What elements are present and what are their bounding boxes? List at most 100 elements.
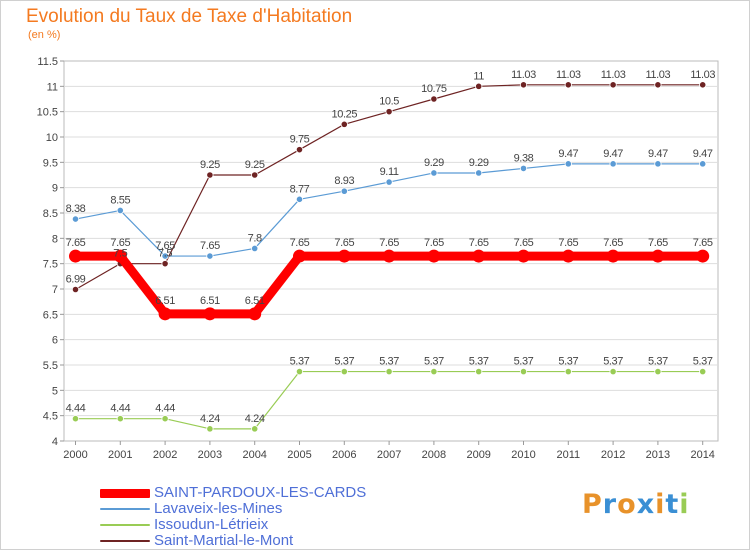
data-point-saint-martial — [654, 81, 662, 89]
data-point-saint-martial — [609, 81, 617, 89]
data-point-lavaveix — [116, 206, 124, 215]
data-label-saint-martial: 7.5 — [158, 248, 172, 260]
data-label-issoudun: 4.24 — [200, 413, 220, 425]
data-label-saint-martial: 6.99 — [66, 274, 86, 286]
data-label-saint-pardoux: 6.51 — [245, 295, 265, 307]
data-point-lavaveix — [519, 164, 528, 173]
data-label-issoudun: 5.37 — [290, 356, 310, 368]
x-tick-label: 2013 — [646, 449, 670, 461]
legend-swatch — [100, 524, 150, 526]
data-label-saint-pardoux: 6.51 — [200, 295, 220, 307]
data-point-saint-pardoux — [158, 307, 172, 321]
x-tick-label: 2005 — [287, 449, 311, 461]
data-point-lavaveix — [206, 252, 214, 260]
logo-letter: P — [582, 489, 603, 520]
data-label-lavaveix: 7.65 — [155, 240, 175, 252]
data-label-saint-pardoux: 6.51 — [155, 295, 175, 307]
x-tick-label: 2003 — [198, 449, 222, 461]
data-point-saint-martial — [251, 171, 259, 179]
x-tick-label: 2009 — [466, 449, 490, 461]
data-point-saint-martial — [519, 81, 528, 89]
data-label-saint-martial: 11.03 — [690, 69, 715, 81]
logo-letter: i — [655, 489, 666, 520]
logo-letter: t — [665, 489, 680, 520]
data-point-issoudun — [206, 425, 214, 433]
logo-letter: r — [602, 489, 618, 520]
y-tick-label: 7.5 — [43, 259, 58, 271]
data-label-issoudun: 4.24 — [245, 413, 265, 425]
y-tick-label: 4.5 — [43, 411, 58, 423]
data-label-saint-martial: 11.03 — [511, 69, 536, 81]
data-point-issoudun — [430, 367, 438, 376]
data-point-saint-martial — [475, 82, 483, 90]
data-label-saint-martial: 9.25 — [245, 159, 265, 171]
data-point-saint-pardoux — [517, 249, 530, 263]
chart-title: Evolution du Taux de Taxe d'Habitation — [26, 6, 353, 27]
data-point-saint-pardoux — [203, 307, 217, 321]
data-label-lavaveix: 8.77 — [290, 183, 310, 195]
data-point-lavaveix — [251, 244, 259, 253]
data-label-lavaveix: 7.8 — [248, 232, 262, 244]
y-tick-label: 11 — [47, 81, 58, 93]
x-tick-label: 2012 — [601, 449, 625, 461]
data-label-lavaveix: 9.11 — [380, 166, 399, 178]
data-label-saint-pardoux: 7.65 — [290, 237, 310, 249]
y-tick-label: 9 — [52, 183, 58, 195]
legend-label: Issoudun-Létrieix — [154, 516, 269, 533]
data-label-lavaveix: 7.65 — [200, 240, 220, 252]
data-point-saint-martial — [340, 120, 348, 128]
data-point-lavaveix — [161, 252, 169, 260]
data-point-lavaveix — [295, 195, 304, 203]
data-point-saint-martial — [206, 171, 214, 179]
x-tick-label: 2000 — [63, 449, 87, 461]
data-point-saint-pardoux — [606, 249, 620, 263]
data-label-lavaveix: 8.55 — [110, 194, 130, 206]
data-label-saint-martial: 7.5 — [113, 248, 127, 260]
data-label-saint-pardoux: 7.65 — [66, 237, 86, 249]
data-point-saint-pardoux — [293, 249, 306, 263]
y-tick-label: 10 — [46, 132, 58, 144]
data-point-saint-pardoux — [382, 249, 396, 263]
data-point-saint-pardoux — [696, 249, 710, 263]
data-label-saint-martial: 10.75 — [421, 83, 447, 95]
data-point-issoudun — [340, 367, 348, 376]
data-point-lavaveix — [564, 160, 572, 168]
legend-label: SAINT-PARDOUX-LES-CARDS — [154, 484, 367, 501]
x-tick-label: 2006 — [332, 449, 356, 461]
data-point-saint-martial — [71, 285, 80, 294]
data-point-saint-martial — [564, 81, 572, 89]
series-saint-martial — [71, 81, 707, 294]
y-tick-label: 4 — [52, 436, 58, 448]
y-tick-label: 6.5 — [43, 309, 58, 321]
series-saint-pardoux — [69, 249, 710, 321]
data-point-issoudun — [475, 367, 483, 376]
data-label-issoudun: 5.37 — [334, 356, 354, 368]
x-tick-label: 2014 — [690, 449, 714, 461]
data-label-saint-pardoux: 7.65 — [693, 237, 713, 249]
data-point-saint-pardoux — [651, 249, 665, 263]
x-tick-label: 2007 — [377, 449, 401, 461]
legend-swatch — [100, 508, 150, 510]
data-point-lavaveix — [654, 160, 662, 168]
series-lavaveix — [71, 160, 707, 260]
data-point-saint-pardoux — [427, 249, 441, 263]
y-tick-label: 8 — [52, 233, 58, 245]
data-label-issoudun: 4.44 — [155, 403, 175, 415]
data-label-saint-pardoux: 7.65 — [110, 237, 130, 249]
data-point-saint-martial — [161, 260, 169, 268]
data-point-saint-pardoux — [337, 249, 351, 263]
data-label-saint-martial: 10.5 — [379, 96, 399, 108]
data-label-issoudun: 5.37 — [693, 356, 713, 368]
x-tick-label: 2008 — [422, 449, 446, 461]
legend-swatch — [100, 540, 150, 542]
data-point-lavaveix — [340, 187, 348, 195]
x-tick-label: 2010 — [511, 449, 535, 461]
data-point-issoudun — [699, 367, 707, 376]
data-point-saint-martial — [430, 95, 438, 103]
data-label-issoudun: 4.44 — [110, 403, 130, 415]
data-point-saint-pardoux — [561, 249, 575, 263]
y-tick-label: 5 — [52, 385, 58, 397]
data-label-issoudun: 5.37 — [424, 356, 444, 368]
data-label-saint-martial: 11 — [473, 70, 484, 82]
